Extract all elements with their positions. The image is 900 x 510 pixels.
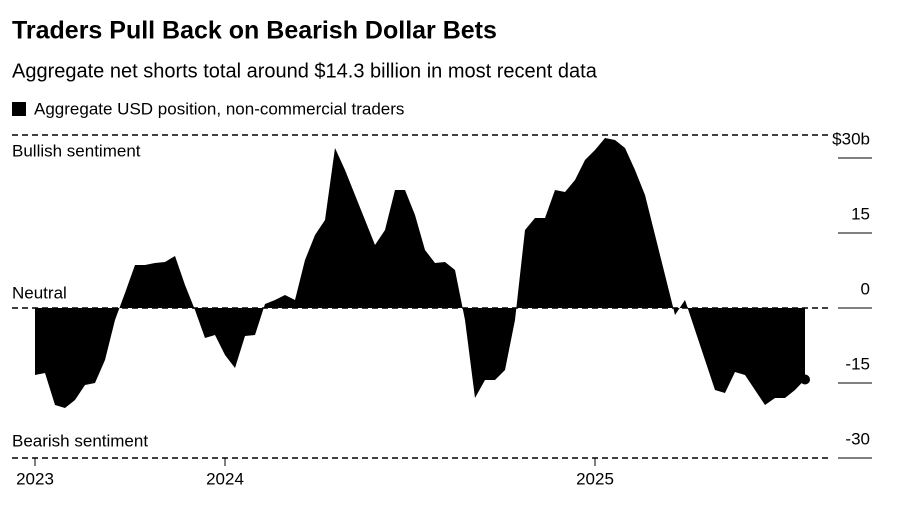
legend-swatch [12,102,26,116]
annotation: Bullish sentiment [12,141,141,160]
x-tick-label: 2025 [576,469,614,488]
y-tick-label: -30 [845,429,870,448]
legend-label: Aggregate USD position, non-commercial t… [34,99,404,118]
y-tick-label: $30b [832,129,870,148]
y-tick-label: 0 [861,279,870,298]
annotation: Bearish sentiment [12,431,148,450]
y-tick-label: -15 [845,354,870,373]
chart-title: Traders Pull Back on Bearish Dollar Bets [12,17,497,45]
area [35,138,805,408]
annotation: Neutral [12,283,67,302]
y-tick-label: 15 [851,204,870,223]
x-tick-label: 2023 [16,469,54,488]
x-tick-label: 2024 [206,469,244,488]
end-dot [800,374,810,385]
chart-subtitle: Aggregate net shorts total around $14.3 … [12,60,598,82]
